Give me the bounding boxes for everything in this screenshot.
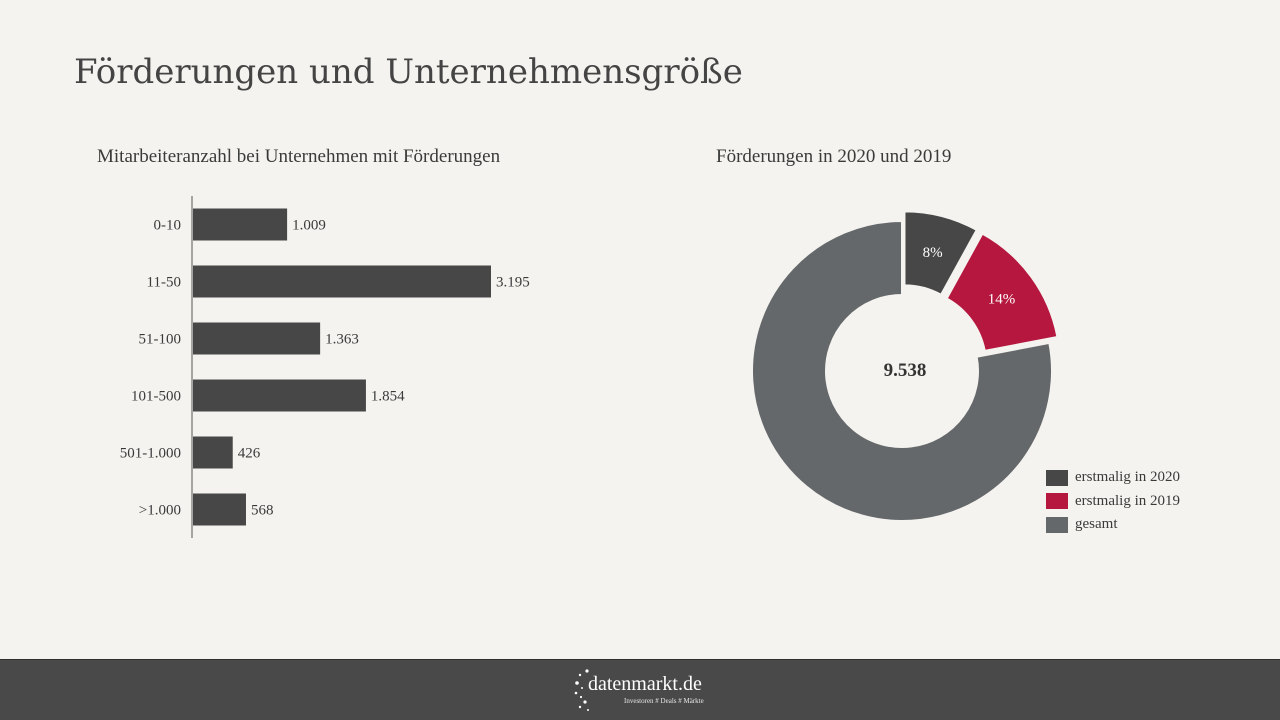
category-tick-label: 501-1.000 bbox=[120, 446, 181, 462]
bar-value-label: 3.195 bbox=[496, 275, 530, 291]
bar bbox=[193, 208, 288, 241]
category-tick-label: 101-500 bbox=[131, 389, 181, 405]
legend-swatch bbox=[1046, 493, 1068, 510]
legend-item-gesamt: gesamt bbox=[1046, 513, 1180, 537]
legend-swatch bbox=[1046, 469, 1068, 486]
legend-item-erstmalig-2019: erstmalig in 2019 bbox=[1046, 490, 1180, 514]
bar-value-label: 1.009 bbox=[292, 218, 326, 234]
bar bbox=[193, 322, 321, 355]
bar bbox=[193, 265, 491, 298]
donut-slice bbox=[751, 219, 1053, 522]
category-tick-label: 51-100 bbox=[139, 332, 182, 348]
bar bbox=[193, 493, 246, 526]
bar-value-label: 426 bbox=[238, 446, 261, 462]
page-title: Förderungen und Unternehmensgröße bbox=[74, 52, 743, 92]
legend-item-erstmalig-2020: erstmalig in 2020 bbox=[1046, 466, 1180, 490]
logo-tagline: Investoren # Deals # Märkte bbox=[624, 697, 704, 705]
legend-label: erstmalig in 2020 bbox=[1075, 469, 1180, 486]
bar-value-label: 1.854 bbox=[371, 389, 405, 405]
donut-chart-title: Förderungen in 2020 und 2019 bbox=[716, 146, 952, 167]
bar-chart: 0-10 1.009 11-50 3.195 51-100 1.363 101-500 1.8… bbox=[120, 196, 530, 538]
legend-label: erstmalig in 2019 bbox=[1075, 492, 1180, 509]
logo-text: datenmarkt.de bbox=[588, 673, 702, 695]
bar bbox=[193, 436, 233, 469]
bar-chart-title: Mitarbeiteranzahl bei Unternehmen mit Fö… bbox=[97, 146, 501, 167]
donut-center-total: 9.538 bbox=[884, 360, 927, 381]
legend-swatch bbox=[1046, 516, 1068, 533]
bar bbox=[193, 379, 366, 412]
legend-label: gesamt bbox=[1075, 516, 1118, 533]
footer-bar: datenmarkt.de Investoren # Deals # Märkt… bbox=[0, 659, 1280, 720]
bar-value-label: 1.363 bbox=[325, 332, 359, 348]
donut-legend: erstmalig in 2020 erstmalig in 2019 gesa… bbox=[1046, 466, 1180, 537]
datenmarkt-logo[interactable]: datenmarkt.de Investoren # Deals # Märkt… bbox=[574, 666, 714, 714]
category-tick-label: >1.000 bbox=[139, 503, 181, 519]
slice-percent-label: 8% bbox=[923, 245, 943, 261]
bar-value-label: 568 bbox=[251, 503, 274, 519]
category-tick-label: 11-50 bbox=[147, 275, 181, 291]
constellation-icon bbox=[574, 669, 589, 711]
category-tick-label: 0-10 bbox=[154, 218, 182, 234]
donut-chart: 8% 14% 9.538 bbox=[751, 210, 1059, 522]
donut-slice bbox=[903, 210, 979, 297]
slice-percent-label: 14% bbox=[988, 292, 1016, 308]
donut-slice bbox=[945, 232, 1059, 353]
